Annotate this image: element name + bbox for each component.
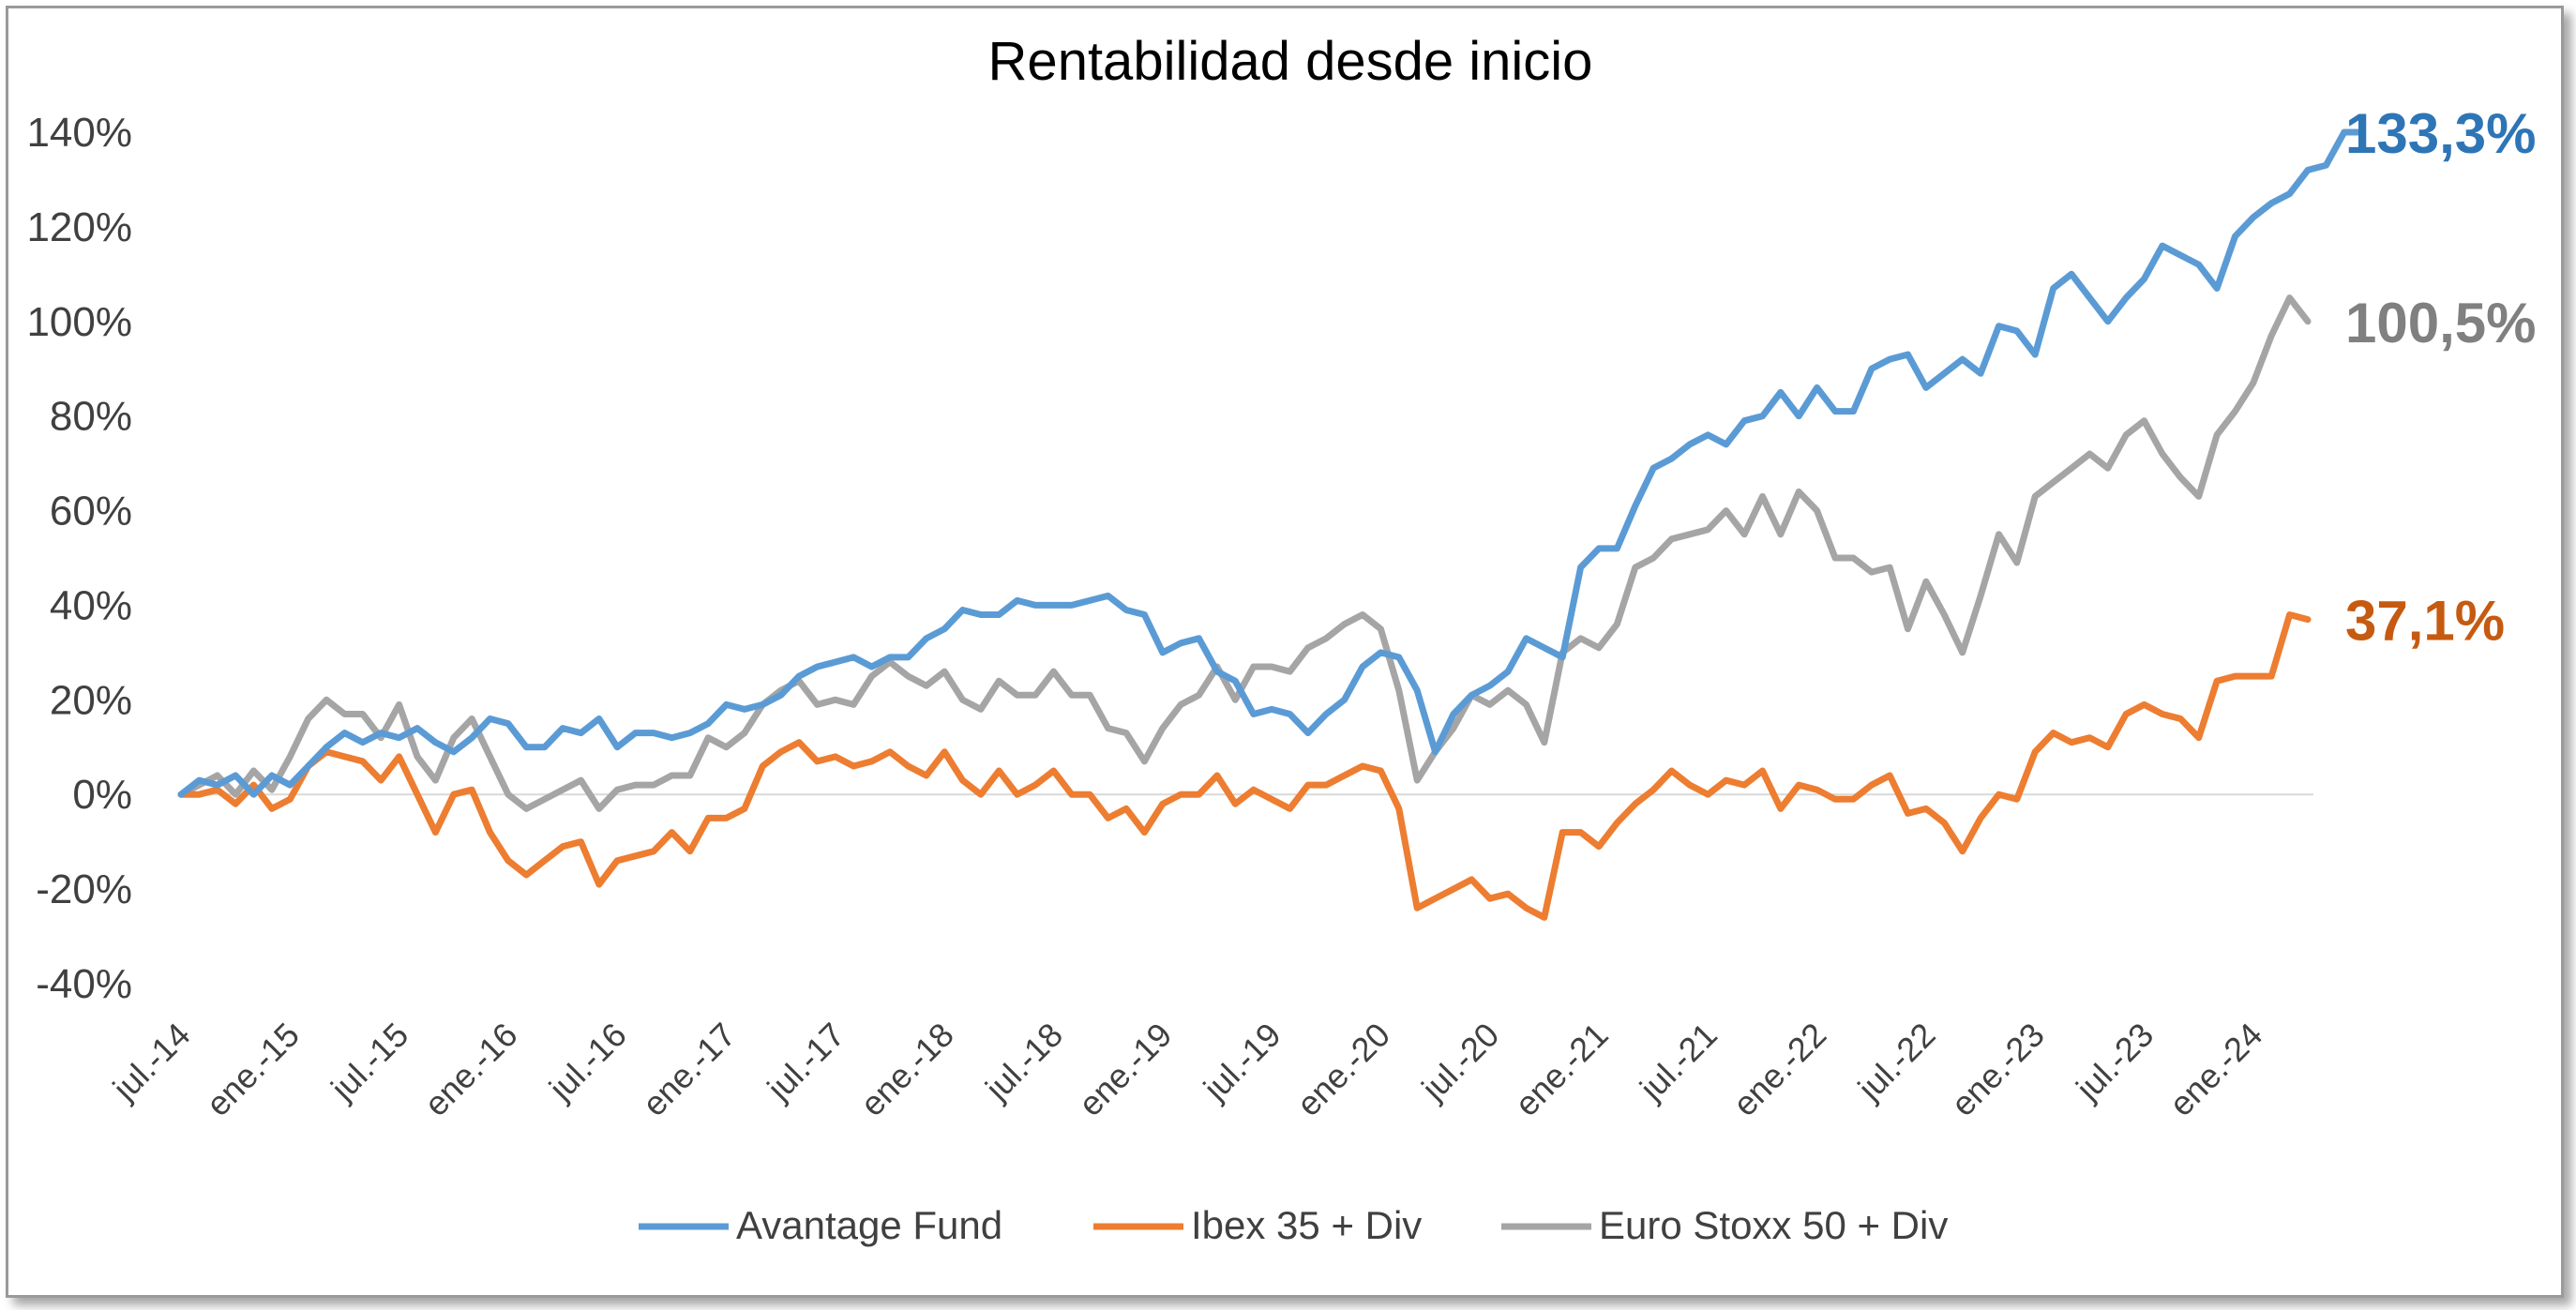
chart-frame: Rentabilidad desde inicio 140% 120% 100% 80…: [6, 6, 2564, 1298]
x-tick-label: jul.-21: [1632, 1016, 1725, 1108]
end-value-label: 133,3%: [2345, 102, 2537, 165]
x-tick-label: jul.-20: [1413, 1016, 1506, 1108]
legend-label: Avantage Fund: [736, 1203, 1002, 1247]
x-tick-label: jul.-17: [759, 1016, 851, 1108]
x-tick-label: jul.-15: [323, 1016, 415, 1108]
legend-label: Euro Stoxx 50 + Div: [1599, 1203, 1948, 1247]
x-tick-label: jul.-14: [105, 1016, 198, 1108]
y-tick-label: 100%: [26, 299, 132, 345]
x-tick-label: ene.-23: [1944, 1016, 2052, 1123]
series-line-ibex-35-div: [177, 611, 2312, 921]
x-tick-label: ene.-18: [852, 1016, 960, 1123]
y-tick-label: 20%: [50, 677, 132, 723]
x-tick-label: ene.-15: [199, 1016, 307, 1123]
end-value-label: 100,5%: [2345, 292, 2537, 354]
line-chart: Rentabilidad desde inicio 140% 120% 100% 80…: [26, 31, 2537, 1247]
legend-label: Ibex 35 + Div: [1191, 1203, 1422, 1247]
series-line-avantage-fund: [177, 128, 2366, 798]
y-tick-label: 120%: [26, 204, 132, 250]
x-tick-label: jul.-22: [1850, 1016, 1943, 1108]
series-line-euro-stoxx-50-div: [177, 294, 2312, 812]
y-tick-label: 60%: [50, 489, 132, 535]
chart-title: Rentabilidad desde inicio: [988, 31, 1593, 92]
chart-legend: Avantage Fund Ibex 35 + Div Euro Stoxx 50 …: [639, 1203, 1948, 1247]
x-tick-label: ene.-16: [416, 1016, 524, 1123]
end-value-label: 37,1%: [2345, 590, 2505, 653]
x-axis: jul.-14 ene.-15 jul.-15 ene.-16 jul.-16 ene.-…: [105, 1016, 2270, 1123]
y-tick-label: 140%: [26, 110, 132, 156]
y-tick-label: 40%: [50, 582, 132, 628]
x-tick-label: jul.-23: [2068, 1016, 2161, 1108]
x-tick-label: jul.-16: [541, 1016, 634, 1108]
y-tick-label: 80%: [50, 394, 132, 440]
y-tick-label: -20%: [36, 866, 132, 912]
y-tick-label: 0%: [72, 772, 132, 818]
end-labels: 133,3% 37,1% 100,5%: [2345, 102, 2537, 653]
y-axis: 140% 120% 100% 80% 60% 40% 20% 0% -20% -40%: [26, 110, 2313, 1007]
x-tick-label: ene.-21: [1507, 1016, 1615, 1123]
series-layer: [177, 128, 2366, 921]
y-tick-label: -40%: [36, 961, 132, 1007]
x-tick-label: ene.-19: [1071, 1016, 1179, 1123]
x-tick-label: ene.-24: [2162, 1016, 2269, 1123]
x-tick-label: jul.-18: [977, 1016, 1070, 1108]
x-tick-label: ene.-22: [1725, 1016, 1833, 1123]
x-tick-label: jul.-19: [1196, 1016, 1288, 1108]
x-tick-label: ene.-20: [1289, 1016, 1397, 1123]
x-tick-label: ene.-17: [635, 1016, 743, 1123]
